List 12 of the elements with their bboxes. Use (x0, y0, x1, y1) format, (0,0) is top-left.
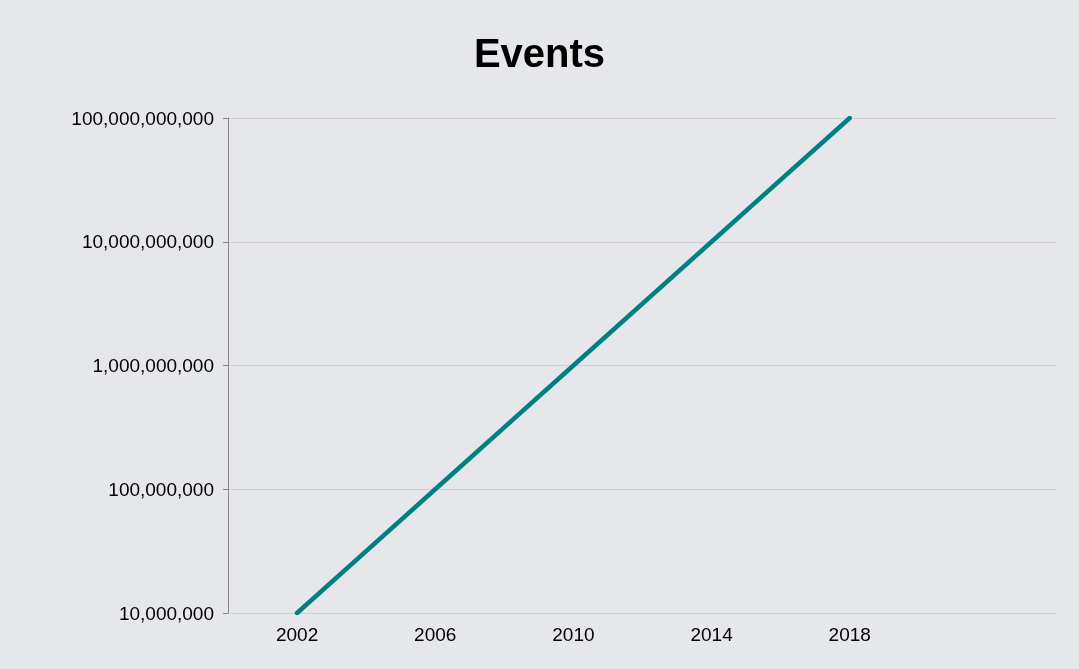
y-tick-label: 10,000,000 (118, 602, 214, 624)
x-tick-label: 2014 (690, 624, 734, 645)
x-tick-label: 2018 (828, 624, 871, 645)
chart-title: Events (473, 31, 606, 75)
y-tick-label: 100,000,000,000 (71, 107, 214, 129)
y-tick-label: 1,000,000,000 (92, 355, 214, 376)
line-series (294, 115, 852, 616)
x-tick-label: 2010 (552, 624, 595, 645)
y-tick-label: 100,000,000 (108, 478, 214, 500)
x-tick-label: 2006 (414, 624, 457, 645)
y-tick-label: 10,000,000,000 (81, 231, 214, 253)
x-tick-label: 2002 (275, 624, 319, 645)
